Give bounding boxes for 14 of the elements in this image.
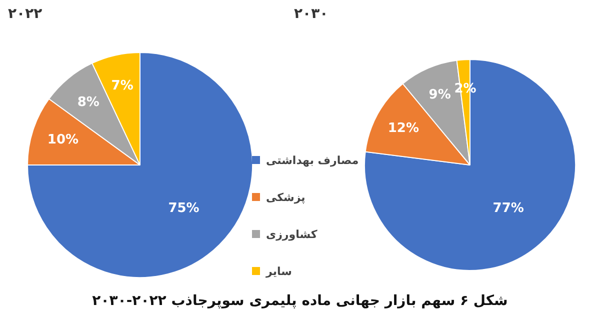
chart-title: ۲۰۳۰ <box>294 6 328 22</box>
data-label: 8% <box>77 94 100 110</box>
data-label: 10% <box>47 132 79 148</box>
legend-label: سایر <box>266 264 292 278</box>
chart-title: ۲۰۲۲ <box>8 6 42 22</box>
data-label: 75% <box>168 201 200 216</box>
data-label: 9% <box>428 88 451 103</box>
legend-label: مصارف بهداشتی <box>266 154 359 166</box>
data-label: 7% <box>111 78 134 94</box>
legend-label: پزشکی <box>266 190 306 204</box>
legend-label: کشاورزی <box>266 228 318 240</box>
data-label: 12% <box>388 120 419 136</box>
data-label: 77% <box>492 200 524 216</box>
text: شکل ۶ سهم بازار جهانی ماده پلیمری سوپرجاذب ۲۰۲۲-۲۰۳۰ <box>91 293 509 309</box>
